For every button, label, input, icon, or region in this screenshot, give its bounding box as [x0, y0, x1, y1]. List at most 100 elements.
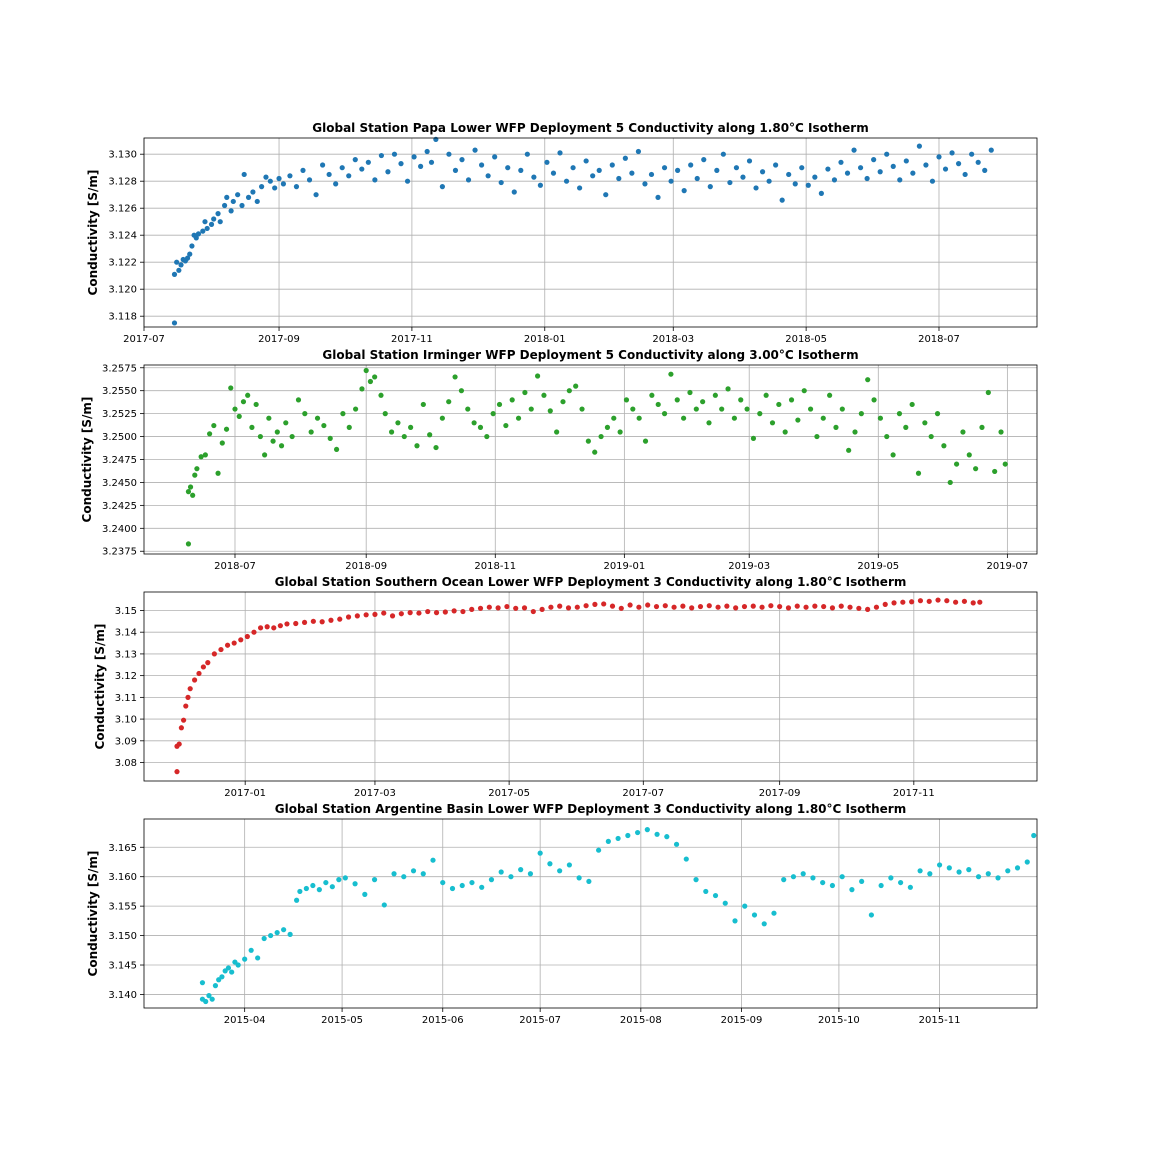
data-point [844, 170, 851, 176]
data-point [753, 185, 759, 191]
data-point [174, 769, 180, 775]
data-point [498, 179, 504, 186]
y-tick-label: 3.118 [108, 312, 137, 323]
data-point [898, 879, 904, 886]
data-point [547, 408, 553, 414]
data-point [771, 910, 777, 916]
data-point [215, 470, 221, 476]
data-point [209, 996, 215, 1002]
data-point [342, 875, 348, 881]
data-point [308, 429, 314, 435]
y-tick-label: 3.13 [115, 649, 137, 660]
data-point [714, 167, 720, 173]
data-point [738, 397, 744, 403]
data-point [477, 605, 484, 611]
data-point [367, 378, 374, 385]
y-tick-label: 3.2575 [102, 363, 137, 374]
y-tick-label: 3.2400 [102, 524, 137, 535]
data-point [430, 857, 436, 863]
data-point [395, 420, 401, 426]
data-point [240, 399, 247, 405]
data-point [354, 613, 360, 619]
y-tick-label: 3.150 [108, 931, 137, 942]
data-point [414, 443, 420, 449]
data-point [418, 163, 424, 169]
data-point [333, 446, 340, 453]
data-point [701, 157, 707, 163]
data-point [662, 603, 668, 609]
data-point [446, 151, 452, 157]
y-tick-label: 3.12 [115, 671, 137, 682]
data-point [488, 877, 495, 883]
data-points [174, 597, 983, 775]
data-point [636, 604, 642, 610]
data-point [788, 397, 795, 403]
data-point [973, 466, 979, 472]
data-point [253, 401, 259, 408]
data-point [404, 178, 411, 184]
data-point [391, 151, 398, 157]
y-axis-label: Conductivity [S/m] [86, 851, 100, 977]
data-point [966, 452, 972, 458]
data-point [232, 406, 238, 412]
data-point [365, 159, 371, 165]
data-point [820, 879, 826, 886]
data-point [934, 411, 941, 417]
data-point [566, 388, 572, 394]
data-point [655, 401, 661, 408]
data-point [339, 165, 345, 171]
data-point [301, 619, 308, 626]
data-point [251, 629, 257, 635]
data-point [998, 429, 1004, 435]
data-point [522, 389, 528, 396]
data-point [548, 604, 554, 610]
data-point [428, 159, 435, 165]
data-point [623, 397, 630, 403]
data-point [977, 599, 983, 605]
data-point [505, 165, 511, 171]
data-point [733, 165, 740, 171]
data-point [634, 829, 641, 836]
data-point [289, 433, 295, 440]
data-point [604, 424, 611, 430]
data-point [205, 660, 211, 666]
data-point [281, 927, 287, 933]
data-point [856, 605, 862, 611]
data-point [706, 603, 712, 609]
data-point [917, 868, 923, 874]
data-point [953, 461, 960, 467]
data-point [697, 603, 704, 610]
data-point [890, 452, 896, 458]
y-tick-label: 3.15 [115, 606, 137, 617]
data-point [321, 422, 327, 429]
data-point [319, 619, 325, 625]
data-point [244, 633, 250, 640]
data-point [781, 877, 787, 883]
data-point [381, 610, 387, 616]
data-point [420, 401, 426, 408]
data-point [218, 646, 224, 653]
data-point [477, 424, 484, 430]
data-point [401, 874, 407, 880]
data-point [257, 433, 263, 440]
data-point [609, 162, 615, 168]
data-point [193, 235, 199, 241]
data-point [513, 605, 519, 611]
data-point [264, 624, 270, 630]
data-point [563, 178, 570, 184]
data-point [427, 432, 433, 438]
data-point [795, 417, 801, 423]
data-point [1024, 859, 1030, 865]
data-point [225, 965, 232, 971]
x-tick-label: 2017-11 [391, 334, 433, 345]
data-point [217, 219, 223, 225]
data-point [565, 605, 572, 611]
data-points [171, 136, 994, 326]
data-point [178, 262, 184, 268]
data-point [688, 162, 694, 168]
data-point [372, 177, 378, 183]
data-point [287, 931, 293, 938]
x-tick-label: 2019-03 [728, 561, 770, 572]
y-tick-label: 3.126 [108, 204, 137, 215]
data-point [391, 871, 397, 877]
